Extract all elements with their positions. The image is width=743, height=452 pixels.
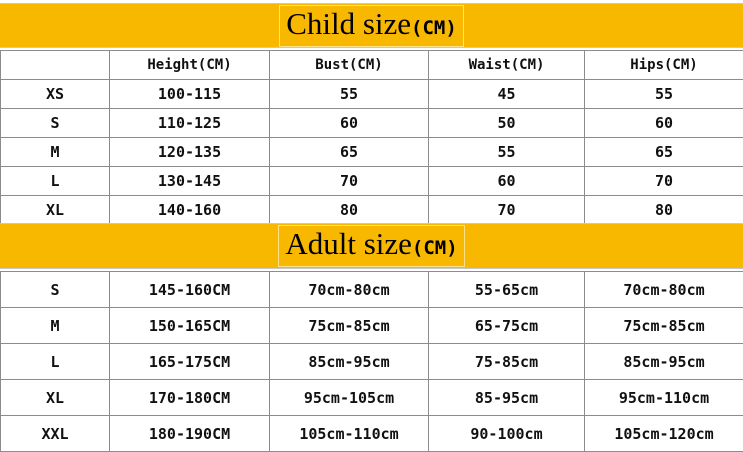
bust-cell: 75cm-85cm bbox=[269, 307, 429, 344]
waist-cell: 75-85cm bbox=[428, 343, 585, 380]
size-label: XS bbox=[0, 79, 110, 109]
bust-cell: 105cm-110cm bbox=[269, 415, 429, 452]
child-size-table: Height(CM) Bust(CM) Waist(CM) Hips(CM) X… bbox=[0, 50, 743, 225]
bust-cell: 55 bbox=[269, 79, 429, 109]
hips-cell: 70 bbox=[584, 166, 743, 196]
bust-cell: 65 bbox=[269, 137, 429, 167]
table-row: XL 170-180CM 95cm-105cm 85-95cm 95cm-110… bbox=[0, 379, 743, 416]
adult-size-title: Adult size (CM) bbox=[278, 225, 465, 267]
table-row: XXL 180-190CM 105cm-110cm 90-100cm 105cm… bbox=[0, 415, 743, 452]
height-cell: 130-145 bbox=[109, 166, 270, 196]
waist-cell: 45 bbox=[428, 79, 585, 109]
size-label: L bbox=[0, 343, 110, 380]
child-header-bust: Bust(CM) bbox=[269, 50, 429, 80]
table-row: XL 140-160 80 70 80 bbox=[0, 195, 743, 225]
hips-cell: 75cm-85cm bbox=[584, 307, 743, 344]
waist-cell: 65-75cm bbox=[428, 307, 585, 344]
size-label: M bbox=[0, 307, 110, 344]
waist-cell: 50 bbox=[428, 108, 585, 138]
hips-cell: 70cm-80cm bbox=[584, 271, 743, 308]
adult-size-title-text: Adult size bbox=[285, 226, 412, 261]
child-header-size bbox=[0, 50, 110, 80]
bust-cell: 70cm-80cm bbox=[269, 271, 429, 308]
hips-cell: 80 bbox=[584, 195, 743, 225]
size-label: L bbox=[0, 166, 110, 196]
waist-cell: 70 bbox=[428, 195, 585, 225]
size-label: M bbox=[0, 137, 110, 167]
hips-cell: 65 bbox=[584, 137, 743, 167]
table-row: L 165-175CM 85cm-95cm 75-85cm 85cm-95cm bbox=[0, 343, 743, 380]
hips-cell: 55 bbox=[584, 79, 743, 109]
table-row: M 120-135 65 55 65 bbox=[0, 137, 743, 167]
waist-cell: 60 bbox=[428, 166, 585, 196]
table-row: S 110-125 60 50 60 bbox=[0, 108, 743, 138]
height-cell: 120-135 bbox=[109, 137, 270, 167]
bust-cell: 95cm-105cm bbox=[269, 379, 429, 416]
table-row: XS 100-115 55 45 55 bbox=[0, 79, 743, 109]
bust-cell: 60 bbox=[269, 108, 429, 138]
table-row: S 145-160CM 70cm-80cm 55-65cm 70cm-80cm bbox=[0, 271, 743, 308]
waist-cell: 55-65cm bbox=[428, 271, 585, 308]
height-cell: 110-125 bbox=[109, 108, 270, 138]
hips-cell: 105cm-120cm bbox=[584, 415, 743, 452]
child-size-banner: Child size (CM) bbox=[0, 3, 743, 48]
size-label: S bbox=[0, 271, 110, 308]
height-cell: 145-160CM bbox=[109, 271, 270, 308]
child-size-title: Child size (CM) bbox=[279, 4, 464, 47]
height-cell: 170-180CM bbox=[109, 379, 270, 416]
adult-size-title-unit: (CM) bbox=[411, 237, 458, 259]
size-label: XXL bbox=[0, 415, 110, 452]
waist-cell: 55 bbox=[428, 137, 585, 167]
adult-size-banner: Adult size (CM) bbox=[0, 223, 743, 269]
child-header-hips: Hips(CM) bbox=[584, 50, 743, 80]
table-row: L 130-145 70 60 70 bbox=[0, 166, 743, 196]
adult-size-table: S 145-160CM 70cm-80cm 55-65cm 70cm-80cm … bbox=[0, 271, 743, 452]
child-header-row: Height(CM) Bust(CM) Waist(CM) Hips(CM) bbox=[0, 50, 743, 80]
height-cell: 100-115 bbox=[109, 79, 270, 109]
child-size-title-text: Child size bbox=[286, 5, 412, 41]
hips-cell: 60 bbox=[584, 108, 743, 138]
bust-cell: 80 bbox=[269, 195, 429, 225]
bust-cell: 85cm-95cm bbox=[269, 343, 429, 380]
waist-cell: 85-95cm bbox=[428, 379, 585, 416]
hips-cell: 95cm-110cm bbox=[584, 379, 743, 416]
table-row: M 150-165CM 75cm-85cm 65-75cm 75cm-85cm bbox=[0, 307, 743, 344]
waist-cell: 90-100cm bbox=[428, 415, 585, 452]
bust-cell: 70 bbox=[269, 166, 429, 196]
size-label: XL bbox=[0, 379, 110, 416]
hips-cell: 85cm-95cm bbox=[584, 343, 743, 380]
height-cell: 165-175CM bbox=[109, 343, 270, 380]
size-label: XL bbox=[0, 195, 110, 225]
child-size-title-unit: (CM) bbox=[411, 16, 457, 39]
height-cell: 150-165CM bbox=[109, 307, 270, 344]
height-cell: 180-190CM bbox=[109, 415, 270, 452]
size-label: S bbox=[0, 108, 110, 138]
child-header-waist: Waist(CM) bbox=[428, 50, 585, 80]
child-header-height: Height(CM) bbox=[109, 50, 270, 80]
height-cell: 140-160 bbox=[109, 195, 270, 225]
